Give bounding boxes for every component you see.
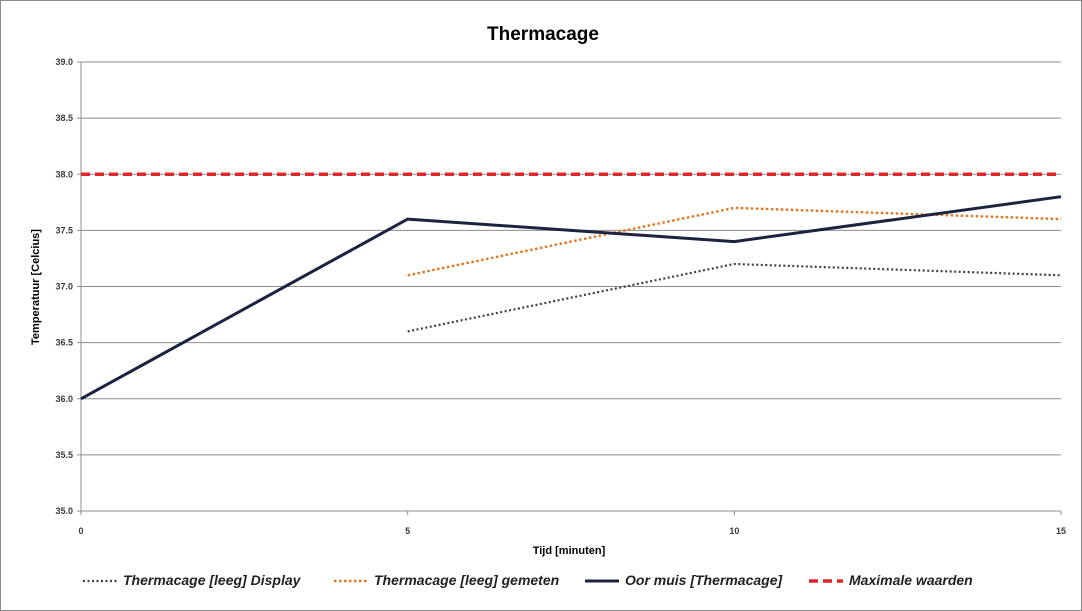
y-tick-label: 36.5 xyxy=(55,338,73,348)
series-line xyxy=(407,262,1062,333)
y-tick-label: 37.5 xyxy=(55,225,73,235)
legend-label: Thermacage [leeg] gemeten xyxy=(374,572,559,588)
y-tick-label: 38.5 xyxy=(55,113,73,123)
x-tick-label: 15 xyxy=(1056,526,1066,536)
x-tick-label: 5 xyxy=(405,526,410,536)
axes xyxy=(77,61,1062,515)
y-tick-label: 35.0 xyxy=(55,506,73,516)
series-line xyxy=(407,206,1062,277)
x-tick-label: 0 xyxy=(78,526,83,536)
x-tick-label: 10 xyxy=(729,526,739,536)
y-tick-labels: 35.0 35.5 36.0 36.5 37.0 37.5 38.0 38.5 39.0 xyxy=(55,57,73,516)
x-tick-labels: 0 5 10 15 xyxy=(78,526,1066,536)
legend-label: Thermacage [leeg] Display xyxy=(123,572,302,588)
y-tick-label: 39.0 xyxy=(55,57,73,67)
chart-title: Thermacage xyxy=(487,24,599,45)
y-tick-label: 38.0 xyxy=(55,169,73,179)
legend: Thermacage [leeg] Display Thermacage [lee… xyxy=(83,572,973,588)
series-lines xyxy=(80,172,1062,401)
y-tick-label: 37.0 xyxy=(55,282,73,292)
legend-label: Oor muis [Thermacage] xyxy=(625,572,783,588)
y-tick-label: 36.0 xyxy=(55,394,73,404)
legend-label: Maximale waarden xyxy=(849,572,973,588)
y-tick-label: 35.5 xyxy=(55,450,73,460)
series-line xyxy=(80,195,1062,401)
gridlines xyxy=(81,61,1061,512)
x-axis-title: Tijd [minuten] xyxy=(533,545,606,557)
y-axis-title: Temperatuur [Celcius] xyxy=(30,229,42,345)
